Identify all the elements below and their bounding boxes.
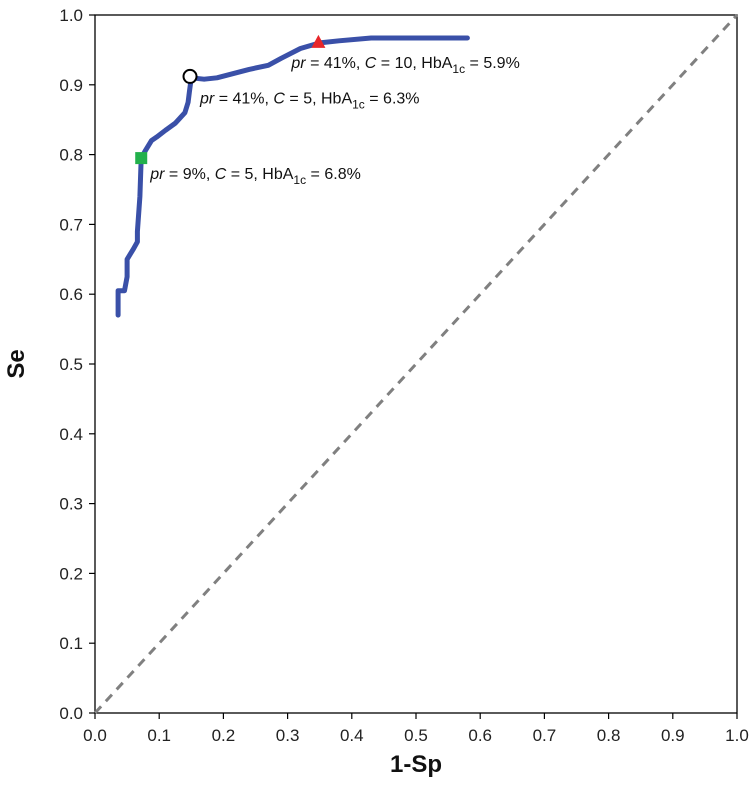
y-tick-label: 0.2 [59,564,83,583]
y-tick-label: 0.5 [59,355,83,374]
x-tick-label: 0.4 [340,726,364,745]
y-tick-label: 0.0 [59,704,83,723]
green-square-marker [135,152,148,165]
y-axis-title: Se [3,349,30,378]
x-tick-label: 0.0 [83,726,107,745]
x-axis-title: 1-Sp [390,751,442,778]
x-tick-label: 0.8 [597,726,621,745]
white-circle-annotation: pr = 41%, C = 5, HbA1c = 6.3% [199,90,419,111]
x-tick-label: 0.9 [661,726,685,745]
x-tick-label: 0.3 [276,726,300,745]
white-circle-marker [182,68,198,84]
green-square-annotation: pr = 9%, C = 5, HbA1c = 6.8% [149,166,361,187]
x-tick-label: 1.0 [725,726,749,745]
x-tick-label: 0.2 [212,726,236,745]
red-triangle-annotation: pr = 41%, C = 10, HbA1c = 5.9% [290,55,519,76]
y-tick-label: 0.3 [59,495,83,514]
red-triangle-marker [311,34,326,48]
y-tick-label: 0.7 [59,215,83,234]
y-tick-label: 0.6 [59,285,83,304]
roc-curve-line [115,35,470,318]
y-tick-label: 1.0 [59,6,83,25]
x-tick-label: 0.1 [147,726,171,745]
x-tick-label: 0.7 [533,726,557,745]
y-tick-label: 0.4 [59,425,83,444]
reference-diagonal-line [93,13,739,715]
y-tick-label: 0.9 [59,76,83,95]
x-tick-label: 0.5 [404,726,428,745]
y-tick-label: 0.8 [59,146,83,165]
y-tick-label: 0.1 [59,634,83,653]
x-tick-label: 0.6 [468,726,492,745]
